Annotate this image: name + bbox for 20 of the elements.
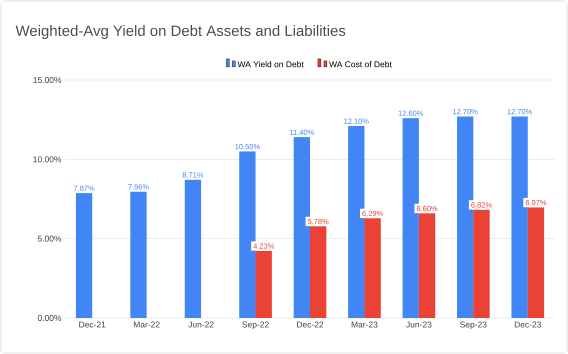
y-tick-label: 5.00% xyxy=(38,236,62,242)
legend-label: WA Cost of Debt xyxy=(329,61,392,68)
x-tick-label: Dec-21 xyxy=(79,322,106,328)
chart-title: Weighted-Avg Yield on Debt Assets and Liabilities xyxy=(16,25,346,39)
bar xyxy=(364,218,381,318)
legend-label: WA Yield on Debt xyxy=(238,61,304,68)
bar xyxy=(256,250,272,318)
x-tick-label: Dec-23 xyxy=(514,322,542,328)
x-tick-label: Dec-22 xyxy=(297,322,324,328)
x-tick-label: Jun-23 xyxy=(406,322,432,328)
x-tick-label: Jun-22 xyxy=(188,322,214,328)
y-tick-label: 0.00% xyxy=(38,315,62,321)
x-tick-label: Sep-23 xyxy=(460,322,487,330)
x-tick-label: Sep-22 xyxy=(242,322,269,330)
y-tick-label: 10.00% xyxy=(33,156,62,162)
x-tick-label: Mar-23 xyxy=(352,322,378,328)
bar xyxy=(310,226,326,318)
y-tick-label: 15.00% xyxy=(33,77,62,83)
x-tick-label: Mar-22 xyxy=(134,322,160,328)
bar xyxy=(184,180,202,318)
